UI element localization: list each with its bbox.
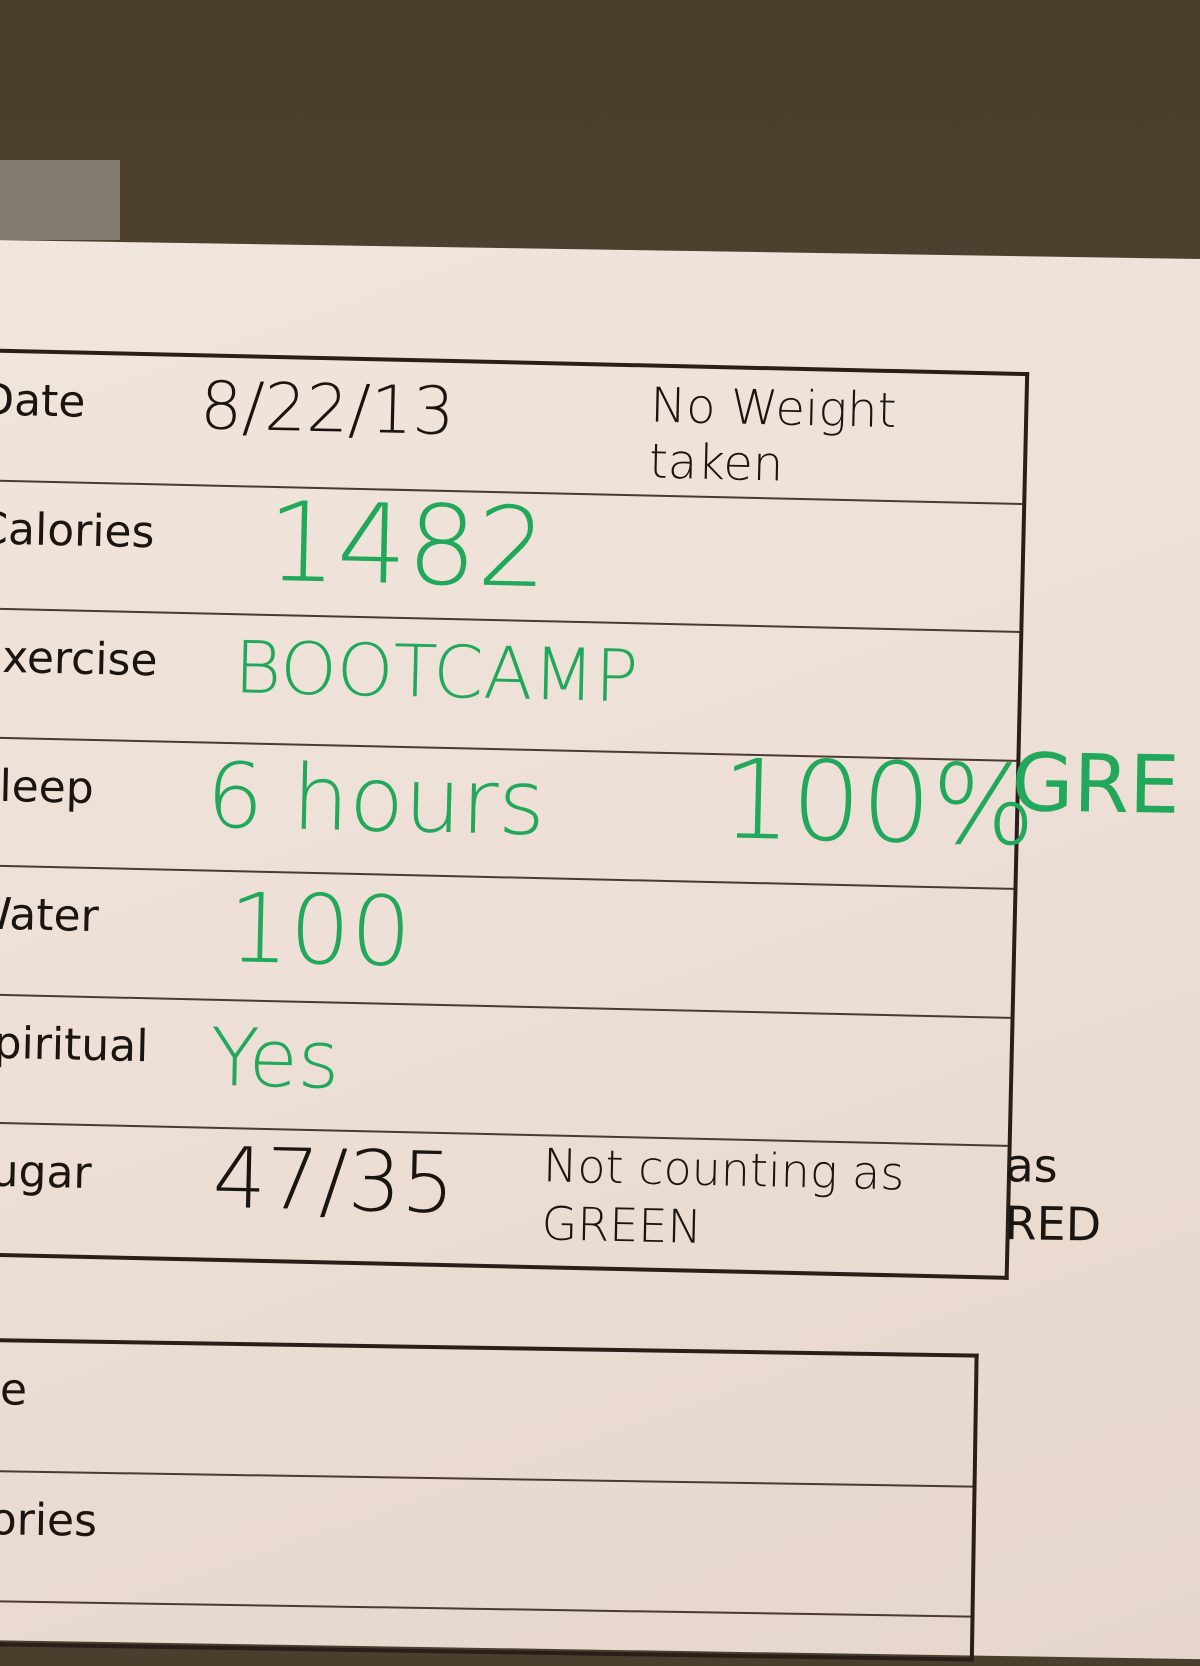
row-date-empty: Date bbox=[0, 1341, 975, 1488]
tracking-sheet: Date 8/22/13 No Weight taken Calories 14… bbox=[0, 240, 1200, 1662]
note-percent: 100% bbox=[719, 734, 1038, 871]
value-exercise: BOOTCAMP bbox=[233, 625, 640, 719]
tape bbox=[0, 160, 120, 240]
row-calories-empty: Calories bbox=[0, 1471, 973, 1618]
margin-note-green: GRE bbox=[1010, 736, 1181, 832]
row-calories: Calories 1482 bbox=[0, 477, 1023, 634]
row-date: Date 8/22/13 No Weight taken bbox=[0, 351, 1026, 505]
label-spiritual: Spiritual bbox=[0, 1016, 149, 1073]
label-sleep: Sleep bbox=[0, 759, 95, 814]
margin-note-red: as RED bbox=[1004, 1138, 1102, 1252]
note-sugar: Not counting as GREEN bbox=[541, 1138, 905, 1255]
row-spiritual: Spiritual Yes bbox=[0, 994, 1011, 1148]
label-sugar: Sugar bbox=[0, 1145, 93, 1200]
row-sugar: Sugar 47/35 Not counting as GREEN bbox=[0, 1123, 1008, 1276]
note-weight: No Weight taken bbox=[648, 377, 898, 493]
value-sleep: 6 hours bbox=[205, 743, 547, 856]
label-date-next: Date bbox=[0, 1363, 28, 1416]
row-sleep: Sleep 6 hours 100% bbox=[0, 735, 1037, 891]
value-date: 8/22/13 bbox=[199, 367, 456, 451]
value-spiritual: Yes bbox=[209, 1010, 341, 1107]
label-calories: Calories bbox=[0, 502, 156, 558]
next-day-table: Date Calories bbox=[0, 1337, 979, 1662]
daily-log-table: Date 8/22/13 No Weight taken Calories 14… bbox=[0, 347, 1037, 1280]
value-sugar: 47/35 bbox=[211, 1129, 456, 1233]
value-water: 100 bbox=[227, 872, 413, 989]
row-water: Water 100 bbox=[0, 865, 1014, 1019]
label-date: Date bbox=[0, 374, 87, 428]
label-exercise: Exercise bbox=[0, 631, 159, 687]
label-water: Water bbox=[0, 888, 100, 943]
value-calories: 1482 bbox=[265, 477, 549, 612]
label-calories-next: Calories bbox=[0, 1493, 98, 1547]
